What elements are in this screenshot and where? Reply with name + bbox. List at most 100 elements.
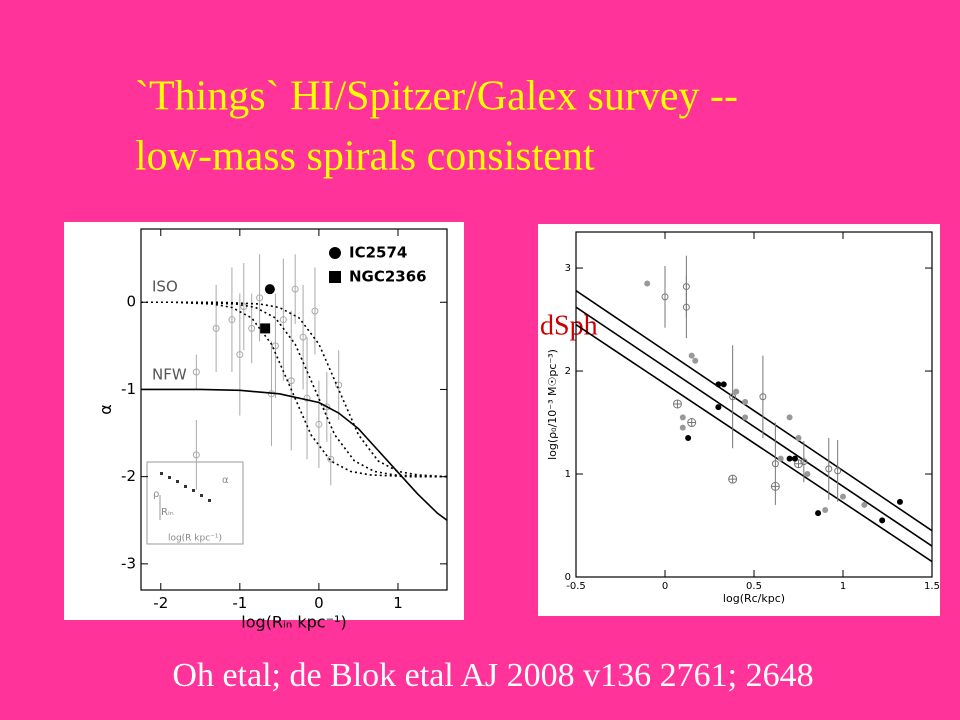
point [682, 303, 690, 311]
point [685, 434, 692, 441]
y-tick-label: -3 [121, 554, 136, 572]
curve [576, 324, 932, 563]
curve [576, 290, 932, 532]
y-tick-label: 0 [126, 293, 136, 311]
point [822, 507, 829, 514]
point [786, 414, 793, 421]
point [644, 280, 651, 287]
point [248, 324, 256, 332]
point [299, 333, 307, 341]
x-tick-label: -1 [232, 594, 247, 612]
point [861, 501, 868, 508]
curve [141, 301, 447, 478]
point [311, 307, 319, 315]
point [879, 517, 886, 524]
point [335, 381, 343, 389]
annotation: ISO [152, 278, 178, 296]
point [303, 394, 311, 402]
point [679, 424, 686, 431]
point [715, 381, 722, 388]
point [720, 381, 727, 388]
y-tick-label: 3 [565, 263, 571, 274]
curve [141, 301, 447, 478]
point [804, 471, 811, 478]
y-tick-label: 0 [565, 572, 571, 583]
point [260, 323, 271, 334]
plot-frame [140, 228, 448, 591]
point [742, 398, 749, 405]
x-tick-label: 0.5 [746, 581, 762, 592]
point [795, 434, 802, 441]
point-cross [673, 399, 682, 408]
inset-curve-label: α [222, 475, 229, 486]
inset-ylabel: ρ [153, 489, 159, 500]
x-tick-label: 1.5 [924, 581, 940, 592]
point [759, 393, 767, 401]
footer: Oh etal; de Blok etal AJ 2008 v136 2761;… [172, 657, 813, 694]
point [715, 404, 722, 411]
y-axis-label: α [96, 404, 115, 415]
x-tick-label: 1 [393, 594, 403, 612]
point [271, 342, 279, 350]
plot-area [576, 255, 932, 563]
x-tick-label: -2 [153, 594, 168, 612]
point-cross [771, 482, 780, 491]
point [192, 368, 200, 376]
y-tick-label: -1 [121, 380, 136, 398]
point-cross [794, 459, 803, 468]
point [323, 403, 331, 411]
point [212, 324, 220, 332]
legend-label: IC2574 [349, 244, 407, 262]
point [777, 455, 784, 462]
legend-marker [329, 271, 341, 283]
title-line: `Things` HI/Spitzer/Galex survey -- [135, 74, 738, 120]
legend-marker [329, 247, 341, 259]
point [661, 293, 669, 301]
inset-frame [146, 461, 244, 545]
point [692, 357, 699, 364]
point [236, 351, 244, 359]
x-axis-label: log(Rᵢₙ kpc⁻¹) [241, 613, 346, 632]
curve [576, 306, 932, 547]
point [791, 455, 798, 462]
figure-panel [64, 222, 464, 620]
plot-area [141, 254, 447, 521]
point [733, 388, 740, 395]
x-tick-label: 0 [662, 581, 668, 592]
point [264, 284, 275, 295]
point [742, 414, 749, 421]
x-tick-label: 1 [840, 581, 846, 592]
point [729, 393, 737, 401]
point [688, 352, 695, 359]
annotation: NFW [152, 366, 187, 384]
point [679, 414, 686, 421]
point [786, 455, 793, 462]
y-tick-label: -2 [121, 467, 136, 485]
point [896, 498, 903, 505]
point [840, 493, 846, 500]
y-axis-label: log(ρ₀/10⁻³ M☉pc⁻³) [546, 349, 559, 460]
point [800, 458, 808, 466]
point-cross [728, 475, 737, 484]
point [279, 316, 287, 324]
inset-dots [160, 472, 211, 502]
point [256, 294, 264, 302]
curve [141, 388, 447, 521]
point [291, 285, 299, 293]
inset-xlabel: log(R kpc⁻¹) [168, 534, 222, 544]
point [327, 455, 335, 463]
inset: ρ α Rᵢₙ log(R kpc⁻¹) [146, 461, 244, 545]
inset-marker-label: Rᵢₙ [161, 507, 174, 518]
y-tick-label: 2 [565, 366, 571, 377]
legend-label: NGC2366 [349, 268, 427, 286]
point [228, 316, 236, 324]
x-tick-label: 0 [314, 594, 324, 612]
point-cross [687, 418, 696, 427]
x-axis-label: log(Rc/kpc) [723, 592, 785, 605]
point [315, 420, 323, 428]
point [815, 510, 822, 517]
point [192, 451, 200, 459]
point [771, 460, 779, 468]
x-tick-label: -0.5 [566, 581, 586, 592]
